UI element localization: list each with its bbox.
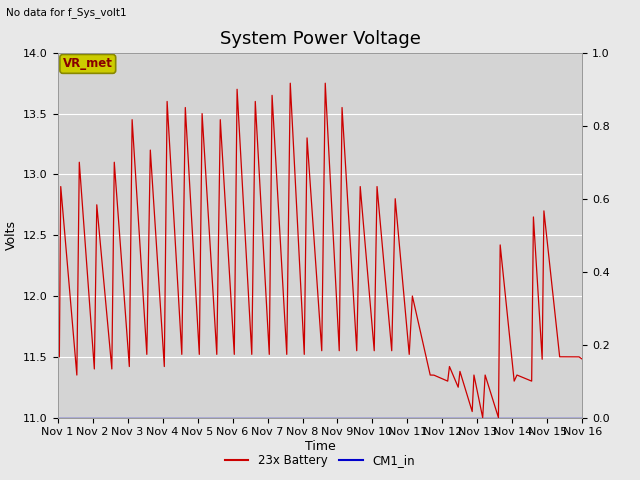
Y-axis label: Volts: Volts — [4, 220, 17, 250]
Legend: 23x Battery, CM1_in: 23x Battery, CM1_in — [220, 449, 420, 472]
Title: System Power Voltage: System Power Voltage — [220, 30, 420, 48]
Text: VR_met: VR_met — [63, 58, 113, 71]
X-axis label: Time: Time — [305, 440, 335, 453]
Text: No data for f_Sys_volt1: No data for f_Sys_volt1 — [6, 7, 127, 18]
